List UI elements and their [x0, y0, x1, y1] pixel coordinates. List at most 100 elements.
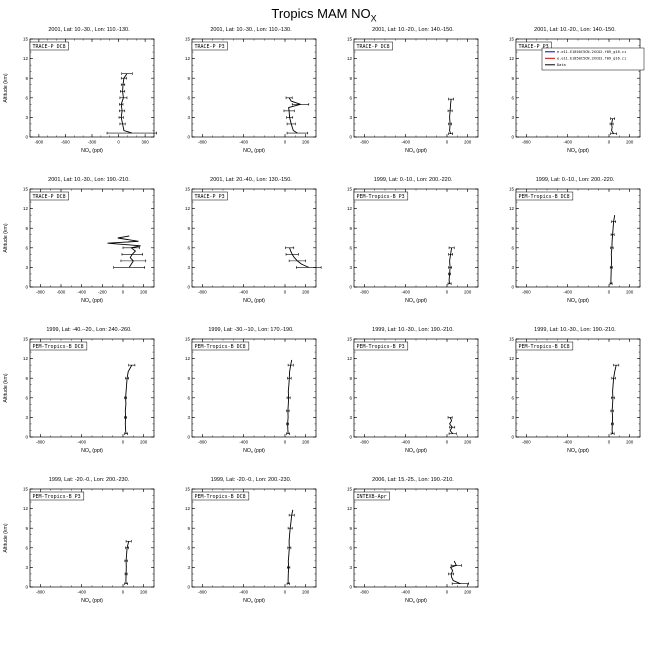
campaign-label-box: [353, 491, 390, 500]
y-tick-label: 12: [185, 356, 191, 361]
y-tick-label: 15: [185, 486, 191, 491]
x-tick-label: -800: [198, 289, 207, 294]
x-tick-label: -600: [61, 139, 70, 144]
x-tick-label: -800: [522, 139, 531, 144]
y-tick-label: 3: [25, 565, 28, 570]
legend-label: e.e11.E1850C5CN.2XCO2.f09_g16.ci: [557, 56, 626, 60]
x-tick-label: -400: [239, 139, 248, 144]
x-axis-label: NOx (ppt): [405, 598, 427, 604]
plot-frame: [515, 188, 641, 287]
campaign-label: PEM-Tropics-B DC8: [195, 344, 246, 350]
data-profile-line: [610, 214, 616, 284]
y-tick-label: 15: [23, 36, 29, 41]
y-tick-label: 6: [25, 95, 28, 100]
x-tick-label: 200: [302, 439, 310, 444]
y-tick-label: 15: [347, 486, 353, 491]
x-tick-label: -800: [522, 439, 531, 444]
y-tick-label: 6: [511, 395, 514, 400]
x-tick-label: 0: [122, 439, 125, 444]
x-tick-label: 0: [608, 289, 611, 294]
x-tick-label: -400: [77, 289, 86, 294]
x-axis-label: NOx (ppt): [405, 148, 427, 154]
panel: 1999, Lat: 10.-30., Lon: 190.-210. -800 -4…: [486, 326, 648, 476]
data-profile-line: [287, 509, 294, 584]
panel-plot: -800 -400 0 200 0 3 6 9 12 15 NOx (ppt) PEM-Tropics…: [347, 186, 479, 304]
campaign-label-box: [29, 491, 85, 500]
y-tick-label: 15: [23, 486, 29, 491]
x-tick-label: 300: [142, 139, 150, 144]
legend-label: e.e11.E1850C5CN.2XCO2.f09_g16.ci: [557, 50, 626, 54]
plot-frame: [29, 188, 155, 287]
panel-plot: -800 -400 0 200 0 3 6 9 12 15 NOx (ppt) PEM-Tropics…: [347, 336, 479, 454]
x-tick-label: -400: [401, 139, 410, 144]
x-tick-label: 0: [446, 139, 449, 144]
x-tick-label: 200: [464, 139, 472, 144]
x-tick-label: -300: [88, 139, 97, 144]
panel-header: 1999, Lat: -20.-0., Lon: 200.-230.: [48, 476, 130, 483]
data-profile-line: [107, 235, 141, 268]
plot-frame: [191, 488, 317, 587]
y-tick-label: 0: [25, 134, 28, 139]
panel: 1999, Lat: -40.--20., Lon: 240.-260. -800…: [0, 326, 162, 476]
y-tick-label: 15: [347, 36, 353, 41]
panel-plot: -800 -400 0 200 0 3 6 9 12 15 NOx (ppt) PEM-Tropics…: [509, 186, 641, 304]
legend-box: [541, 47, 645, 70]
x-tick-label: -400: [77, 589, 86, 594]
y-tick-label: 3: [349, 115, 352, 120]
panel-plot: -800 -400 0 200 0 3 6 9 12 15 NOx (ppt) INTEXB-Apr: [347, 486, 479, 604]
x-tick-label: 200: [464, 289, 472, 294]
panel-header: 2001, Lat: 10.-30., Lon: 190.-210.: [48, 176, 130, 183]
x-tick-label: -800: [198, 439, 207, 444]
panel: 1999, Lat: -30.--10., Lon: 170.-190. -800…: [162, 326, 324, 476]
x-tick-label: -400: [563, 139, 572, 144]
x-axis-label: NOx (ppt): [81, 148, 103, 154]
x-tick-label: -400: [401, 589, 410, 594]
x-axis-label: NOx (ppt): [405, 448, 427, 454]
x-tick-label: -400: [563, 289, 572, 294]
x-tick-label: 200: [626, 139, 634, 144]
data-profile-line: [611, 364, 617, 434]
y-tick-label: 15: [347, 336, 353, 341]
y-tick-label: 0: [25, 284, 28, 289]
x-axis-label: NOx (ppt): [567, 448, 589, 454]
x-axis-label: NOx (ppt): [243, 448, 265, 454]
panel-plot: -800 -600 -400 -200 0 200 0 3 6 9 12 15 NOx (ppt) Alt…: [3, 186, 155, 304]
y-tick-label: 6: [187, 245, 190, 250]
panel-plot: -800 -400 0 200 0 3 6 9 12 15 NOx (ppt) TRACE-P P3: [185, 186, 322, 304]
plot-frame: [191, 38, 317, 137]
campaign-label-box: [191, 341, 250, 350]
x-tick-label: -400: [77, 439, 86, 444]
y-tick-label: 0: [349, 284, 352, 289]
x-tick-label: -800: [360, 139, 369, 144]
y-tick-label: 12: [347, 506, 353, 511]
data-profile-line: [449, 560, 461, 584]
panel-header: 1999, Lat: 10.-30., Lon: 190.-210.: [372, 326, 454, 333]
x-tick-label: 200: [302, 289, 310, 294]
x-tick-label: -900: [35, 139, 44, 144]
campaign-label-box: [353, 191, 409, 200]
x-tick-label: 200: [302, 589, 310, 594]
plot-frame: [353, 488, 479, 587]
panel-header: 2001, Lat: 10.-20., Lon: 140.-150.: [534, 26, 616, 33]
y-tick-label: 15: [509, 186, 515, 191]
x-tick-label: 200: [140, 289, 148, 294]
y-tick-label: 9: [25, 525, 28, 530]
x-tick-label: -400: [239, 439, 248, 444]
plot-frame: [29, 38, 155, 137]
plot-frame: [353, 338, 479, 437]
x-tick-label: -400: [239, 289, 248, 294]
y-tick-label: 6: [511, 245, 514, 250]
campaign-label-box: [353, 341, 409, 350]
y-tick-label: 15: [509, 36, 515, 41]
x-tick-label: -800: [36, 589, 45, 594]
panel-header: 2006, Lat: 15.-25., Lon: 190.-210.: [372, 476, 454, 483]
x-tick-label: 200: [464, 589, 472, 594]
y-tick-label: 3: [187, 565, 190, 570]
x-axis-label: NOx (ppt): [81, 298, 103, 304]
panel-header: 1999, Lat: 0.-10., Lon: 200.-220.: [535, 176, 615, 183]
y-tick-label: 12: [509, 356, 515, 361]
data-profile-line: [289, 247, 309, 268]
x-tick-label: -800: [522, 289, 531, 294]
x-axis-label: NOx (ppt): [567, 148, 589, 154]
y-tick-label: 12: [347, 206, 353, 211]
